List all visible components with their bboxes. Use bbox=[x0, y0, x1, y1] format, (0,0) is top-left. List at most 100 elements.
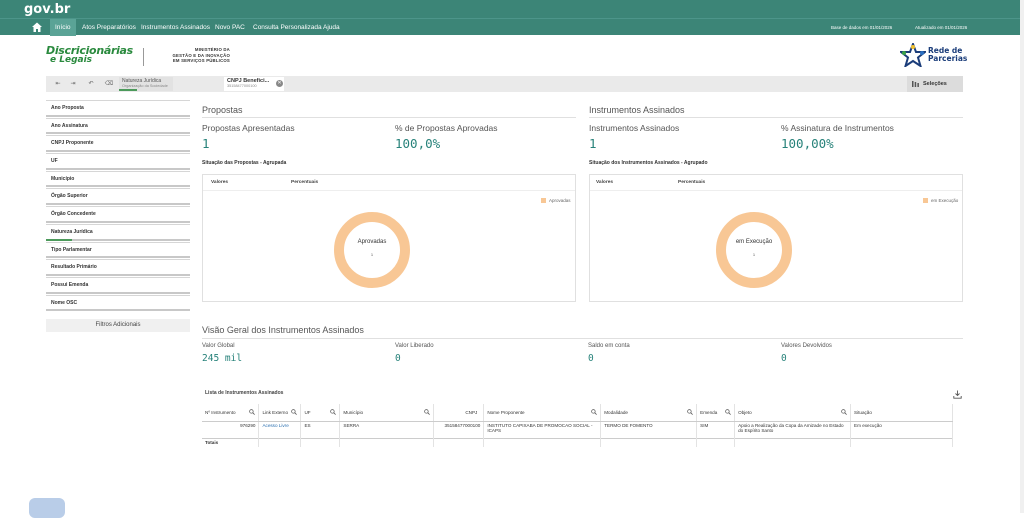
instrumentos-chart[interactable]: Valores Percentuais em Execução em Execu… bbox=[589, 174, 963, 302]
chip-title: CNPJ Benefici... bbox=[227, 78, 270, 84]
selection-chip-natureza[interactable]: Natureza Jurídica Organização da Socieda… bbox=[119, 77, 173, 91]
th-link-externo[interactable]: Link Externo bbox=[258, 404, 302, 422]
col-percentuais[interactable]: Percentuais bbox=[291, 180, 319, 185]
search-icon[interactable] bbox=[687, 409, 694, 415]
select-back-icon[interactable]: ⇤ bbox=[55, 81, 61, 87]
chip-value: 35158477000100 bbox=[227, 84, 257, 88]
search-icon[interactable] bbox=[330, 409, 337, 415]
th-label: CNPJ bbox=[465, 409, 478, 415]
page-scrollbar[interactable] bbox=[1020, 0, 1024, 513]
filter-label: Órgão Concedente bbox=[51, 211, 96, 218]
filter-uf[interactable]: UF bbox=[46, 153, 190, 171]
filter-label: Órgão Superior bbox=[51, 193, 88, 200]
filter-orgao-superior[interactable]: Órgão Superior bbox=[46, 188, 190, 207]
filter-label: Tipo Parlamentar bbox=[51, 246, 92, 253]
valores-devolvidos-label: Valores Devolvidos bbox=[781, 343, 832, 349]
filter-possui-emenda[interactable]: Possui Emenda bbox=[46, 276, 190, 295]
download-icon[interactable] bbox=[953, 390, 962, 399]
th-municipio[interactable]: Município bbox=[339, 404, 435, 422]
legend-label: em Execução bbox=[931, 198, 959, 203]
filter-rail bbox=[46, 185, 190, 188]
nav-inicio[interactable]: Início bbox=[50, 19, 76, 36]
selection-chip-cnpj[interactable]: CNPJ Benefici... 35158477000100 ✕ bbox=[224, 77, 284, 91]
nav-ajuda[interactable]: Ajuda bbox=[323, 24, 340, 31]
ministerio-line2: GESTÃO E DA INOVAÇÃO bbox=[172, 52, 230, 58]
filter-natureza-juridica[interactable]: Natureza Jurídica bbox=[46, 223, 190, 242]
filter-rail bbox=[46, 167, 190, 170]
search-icon[interactable] bbox=[249, 409, 256, 415]
th-n-instrumento[interactable]: Nº Instrumento bbox=[202, 404, 260, 422]
filter-label: Ano Proposta bbox=[51, 105, 84, 111]
back-arrow-icon[interactable] bbox=[29, 498, 65, 518]
selections-icon bbox=[912, 81, 919, 87]
th-nome-proponente[interactable]: Nome Proponente bbox=[483, 404, 602, 422]
filter-cnpj-proponente[interactable]: CNPJ Proponente bbox=[46, 135, 190, 154]
propostas-chart[interactable]: Valores Percentuais Aprovadas Aprovadas … bbox=[202, 174, 576, 302]
legend-label: Aprovadas bbox=[549, 198, 571, 203]
col-valores[interactable]: Valores bbox=[596, 180, 614, 185]
filter-label: CNPJ Proponente bbox=[51, 140, 94, 147]
close-icon[interactable]: ✕ bbox=[276, 80, 283, 87]
ministerio-line1: MINISTÉRIO DA bbox=[194, 47, 230, 52]
filter-orgao-concedente[interactable]: Órgão Concedente bbox=[46, 206, 190, 224]
table-row[interactable]: 976290 Acesso Livre ES SERRA 35158477000… bbox=[202, 421, 953, 438]
filtros-adicionais-button[interactable]: Filtros Adicionais bbox=[46, 319, 190, 332]
cell-objeto: Apoio a Realização da Copa da Amizade no… bbox=[734, 421, 852, 438]
filter-ano-assinatura[interactable]: Ano Assinatura bbox=[46, 117, 190, 136]
search-icon[interactable] bbox=[291, 409, 298, 415]
filter-panel: Ano Proposta Ano Assinatura CNPJ Propone… bbox=[46, 100, 190, 313]
nav-atos-preparatorios[interactable]: Atos Preparatórios bbox=[82, 24, 136, 31]
filter-nome-osc[interactable]: Nome OSC bbox=[46, 294, 190, 313]
nav-instrumentos-assinados[interactable]: Instrumentos Assinados bbox=[141, 24, 211, 31]
propostas-chart-title: Situação das Propostas - Agrupada bbox=[202, 160, 287, 166]
donut-slice-em-execução[interactable] bbox=[716, 212, 792, 288]
clear-all-icon[interactable]: ⌫ bbox=[104, 81, 114, 87]
rede-text: Rede de Parcerias bbox=[928, 47, 967, 63]
nav-novo-pac[interactable]: Novo PAC bbox=[215, 24, 245, 31]
brand-line1: Discricionárias bbox=[46, 44, 133, 57]
search-icon[interactable] bbox=[725, 409, 732, 415]
donut-chart bbox=[716, 212, 792, 288]
donut-center-value: 1 bbox=[370, 252, 374, 257]
search-icon[interactable] bbox=[424, 409, 431, 415]
donut-chart bbox=[334, 212, 410, 288]
nav-consulta-personalizada[interactable]: Consulta Personalizada bbox=[253, 24, 322, 31]
brand-logo: Discricionárias e Legais bbox=[46, 44, 136, 68]
col-valores[interactable]: Valores bbox=[211, 180, 229, 185]
rede-line2: Parcerias bbox=[928, 54, 968, 63]
brand-separator bbox=[143, 48, 144, 66]
filter-ano-proposta[interactable]: Ano Proposta bbox=[46, 100, 190, 118]
visao-geral-title: Visão Geral dos Instrumentos Assinados bbox=[202, 325, 364, 335]
filter-rail bbox=[46, 150, 190, 153]
gov-logo[interactable]: gov.br bbox=[24, 2, 71, 17]
table-title: Lista de Instrumentos Assinados bbox=[205, 390, 284, 396]
donut-slice-aprovadas[interactable] bbox=[334, 212, 410, 288]
valor-global-value: 245 mil bbox=[202, 353, 243, 364]
filter-resultado-primario[interactable]: Resultado Primário bbox=[46, 259, 190, 277]
step-back-icon[interactable]: ↶ bbox=[88, 81, 94, 87]
col-percentuais[interactable]: Percentuais bbox=[678, 180, 706, 185]
th-modalidade[interactable]: Modalidade bbox=[600, 404, 698, 422]
selecoes-button[interactable]: Seleções bbox=[907, 76, 963, 92]
filter-municipio[interactable]: Município bbox=[46, 170, 190, 189]
legend-item[interactable]: em Execução bbox=[923, 198, 958, 203]
propostas-apresentadas-label: Propostas Apresentadas bbox=[202, 123, 295, 133]
th-label: Link Externo bbox=[262, 409, 289, 415]
select-forward-icon[interactable]: ⇥ bbox=[70, 81, 76, 87]
search-icon[interactable] bbox=[591, 409, 598, 415]
filter-rail bbox=[46, 256, 190, 259]
acesso-livre-link[interactable]: Acesso Livre bbox=[262, 422, 289, 428]
filter-label: Município bbox=[51, 175, 75, 182]
th-objeto[interactable]: Objeto bbox=[734, 404, 852, 422]
legend-item[interactable]: Aprovadas bbox=[541, 198, 571, 203]
th-uf[interactable]: UF bbox=[300, 404, 341, 422]
cell-link-externo[interactable]: Acesso Livre bbox=[258, 421, 302, 438]
th-emenda[interactable]: Emenda bbox=[696, 404, 736, 422]
ministerio-logo: MINISTÉRIO DA GESTÃO E DA INOVAÇÃO EM SE… bbox=[150, 47, 230, 64]
instrumentos-table: Nº Instrumento Link Externo UF Município… bbox=[202, 404, 953, 447]
search-icon[interactable] bbox=[841, 409, 847, 415]
th-cnpj[interactable]: CNPJ bbox=[433, 404, 485, 422]
filter-tipo-parlamentar[interactable]: Tipo Parlamentar bbox=[46, 241, 190, 260]
home-icon[interactable] bbox=[31, 21, 43, 33]
th-situacao[interactable]: Situação bbox=[850, 404, 953, 422]
